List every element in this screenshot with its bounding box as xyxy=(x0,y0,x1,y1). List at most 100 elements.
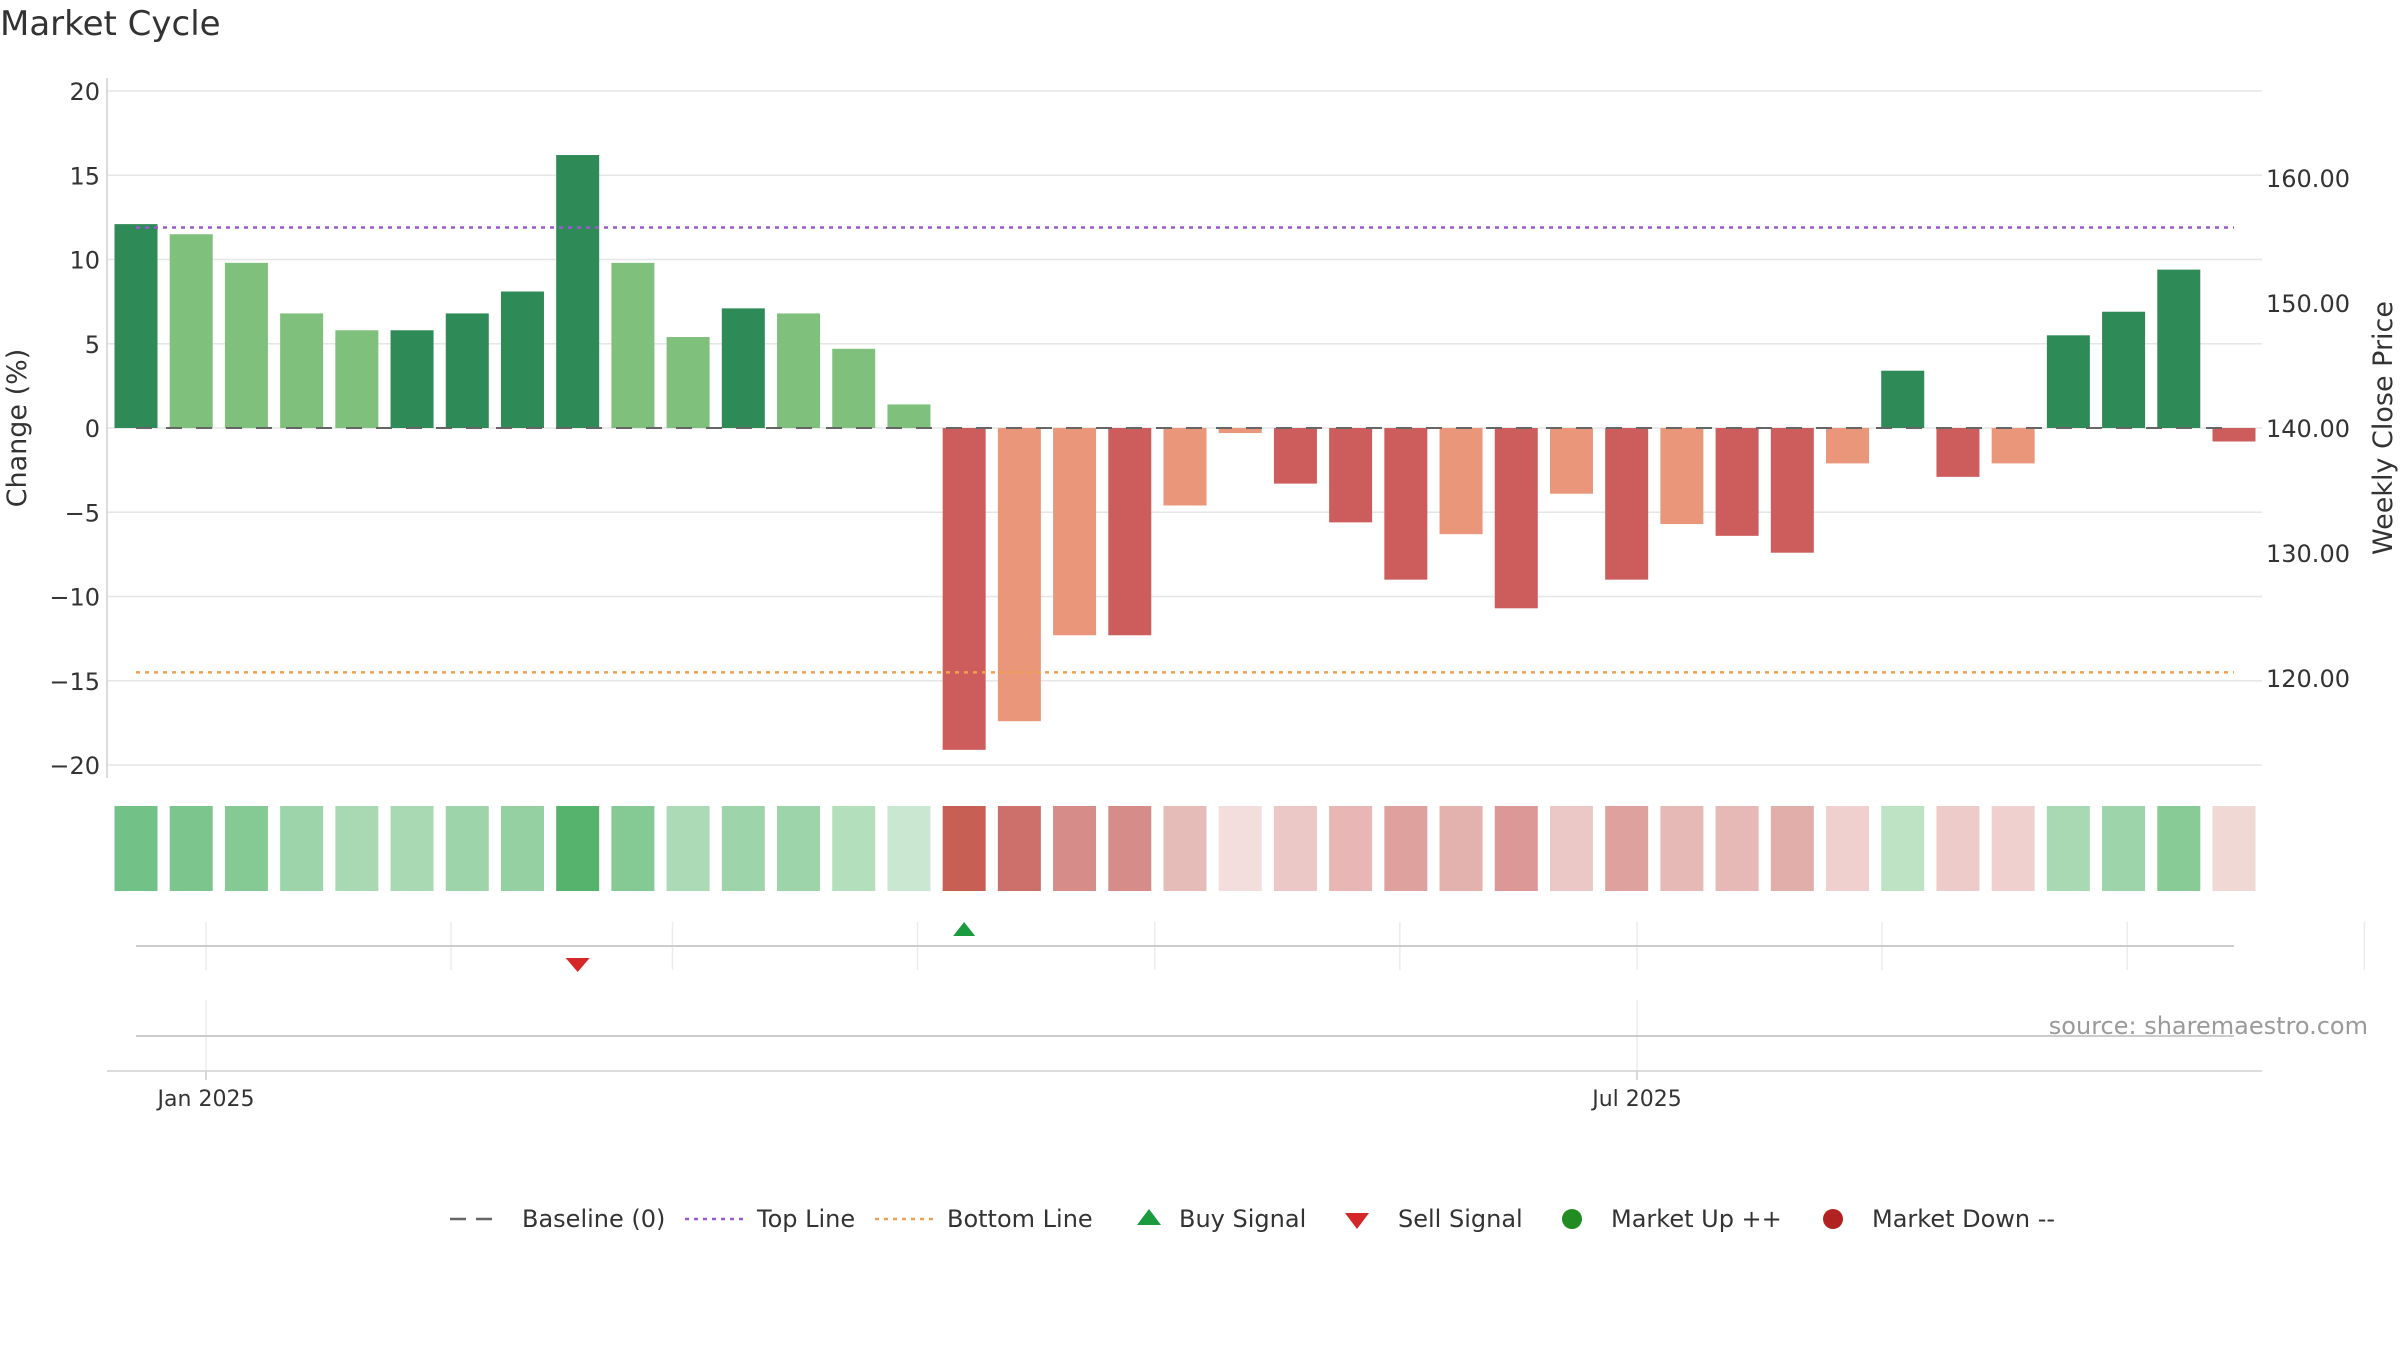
bar xyxy=(390,330,434,428)
y2-tick-label: 150.00 xyxy=(2266,290,2350,318)
heatmap-cell xyxy=(1273,806,1317,891)
bar xyxy=(2157,269,2201,428)
legend-sell-icon xyxy=(1345,1213,1369,1229)
bar xyxy=(1273,428,1317,484)
bar xyxy=(1494,428,1538,609)
heatmap-cell xyxy=(611,806,655,891)
legend-label: Market Down -- xyxy=(1872,1205,2055,1233)
legend-label: Buy Signal xyxy=(1179,1205,1306,1233)
heatmap-cell xyxy=(169,806,213,891)
y2-tick-label: 120.00 xyxy=(2266,665,2350,693)
bar xyxy=(1329,428,1373,523)
source-label: source: sharemaestro.com xyxy=(2049,1012,2368,1040)
bar xyxy=(1660,428,1704,525)
heatmap-cell xyxy=(556,806,600,891)
heatmap-cell xyxy=(1549,806,1593,891)
heatmap-cell xyxy=(1936,806,1980,891)
legend-circle-icon xyxy=(1562,1209,1582,1229)
heatmap-cell xyxy=(1715,806,1759,891)
bar xyxy=(942,428,986,750)
legend-label: Bottom Line xyxy=(947,1205,1093,1233)
y-tick-label: −20 xyxy=(49,752,100,780)
sell-signal-marker xyxy=(565,958,590,972)
bar xyxy=(556,155,600,428)
heatmap-cell xyxy=(1826,806,1870,891)
y-tick-label: 20 xyxy=(69,78,100,106)
heatmap-cell xyxy=(445,806,489,891)
heatmap-cell xyxy=(1439,806,1483,891)
heatmap-cell xyxy=(832,806,876,891)
y-tick-label: −10 xyxy=(49,584,100,612)
bar xyxy=(832,348,876,428)
bar xyxy=(721,308,765,428)
heatmap-cell xyxy=(666,806,710,891)
y-tick-label: −5 xyxy=(65,499,100,527)
heatmap-cell xyxy=(224,806,268,891)
chart-title: Market Cycle xyxy=(0,4,221,44)
legend-label: Market Up ++ xyxy=(1611,1205,1782,1233)
bar xyxy=(611,262,655,428)
bar xyxy=(1384,428,1428,580)
heatmap-cell xyxy=(1384,806,1428,891)
bar xyxy=(1439,428,1483,535)
legend-buy-icon xyxy=(1137,1209,1161,1225)
heatmap-cell xyxy=(1108,806,1152,891)
bar xyxy=(1991,428,2035,464)
heatmap-cell xyxy=(2046,806,2090,891)
bar xyxy=(114,224,158,428)
buy-signal-marker xyxy=(953,922,976,936)
heatmap-cell xyxy=(390,806,434,891)
bar xyxy=(500,291,544,428)
bar xyxy=(335,330,379,428)
heatmap-cell xyxy=(1494,806,1538,891)
heatmap-cell xyxy=(942,806,986,891)
y-tick-label: 10 xyxy=(69,247,100,275)
y-tick-label: 15 xyxy=(69,162,100,190)
bar xyxy=(445,313,489,428)
y2-tick-label: 160.00 xyxy=(2266,165,2350,193)
bar xyxy=(666,337,710,428)
bar xyxy=(1053,428,1097,636)
heatmap-cell xyxy=(1605,806,1649,891)
heatmap-cell xyxy=(1991,806,2035,891)
bar xyxy=(2212,428,2256,442)
heatmap-cell xyxy=(887,806,931,891)
y-axis-title: Change (%) xyxy=(2,349,33,508)
legend-circle-icon xyxy=(1823,1209,1843,1229)
bar xyxy=(1881,370,1925,428)
heatmap-cell xyxy=(1329,806,1373,891)
heatmap-cell xyxy=(1770,806,1814,891)
bar xyxy=(2102,311,2146,428)
legend-label: Baseline (0) xyxy=(522,1205,665,1233)
heatmap-cell xyxy=(997,806,1041,891)
y-tick-label: 5 xyxy=(85,331,100,359)
heatmap-cell xyxy=(335,806,379,891)
bar xyxy=(1936,428,1980,477)
bar xyxy=(1605,428,1649,580)
bar xyxy=(1770,428,1814,553)
heatmap-cell xyxy=(2157,806,2201,891)
y2-tick-label: 140.00 xyxy=(2266,415,2350,443)
bar xyxy=(887,404,931,428)
bar xyxy=(2046,335,2090,428)
heatmap-cell xyxy=(280,806,324,891)
bar xyxy=(1826,428,1870,464)
heatmap-cell xyxy=(2212,806,2256,891)
y2-axis-title: Weekly Close Price xyxy=(2368,301,2399,555)
bar xyxy=(997,428,1041,722)
bar xyxy=(1549,428,1593,494)
y-tick-label: 0 xyxy=(85,415,100,443)
heatmap-cell xyxy=(1881,806,1925,891)
bar xyxy=(280,313,324,428)
bar xyxy=(1163,428,1207,506)
x-tick-label: Jan 2025 xyxy=(156,1087,255,1112)
heatmap-cell xyxy=(777,806,821,891)
heatmap-cell xyxy=(1218,806,1262,891)
heatmap-cell xyxy=(721,806,765,891)
heatmap-cell xyxy=(2102,806,2146,891)
legend-label: Top Line xyxy=(756,1205,855,1233)
bar xyxy=(169,234,213,428)
x-tick-label: Jul 2025 xyxy=(1590,1087,1682,1112)
heatmap-cell xyxy=(1163,806,1207,891)
